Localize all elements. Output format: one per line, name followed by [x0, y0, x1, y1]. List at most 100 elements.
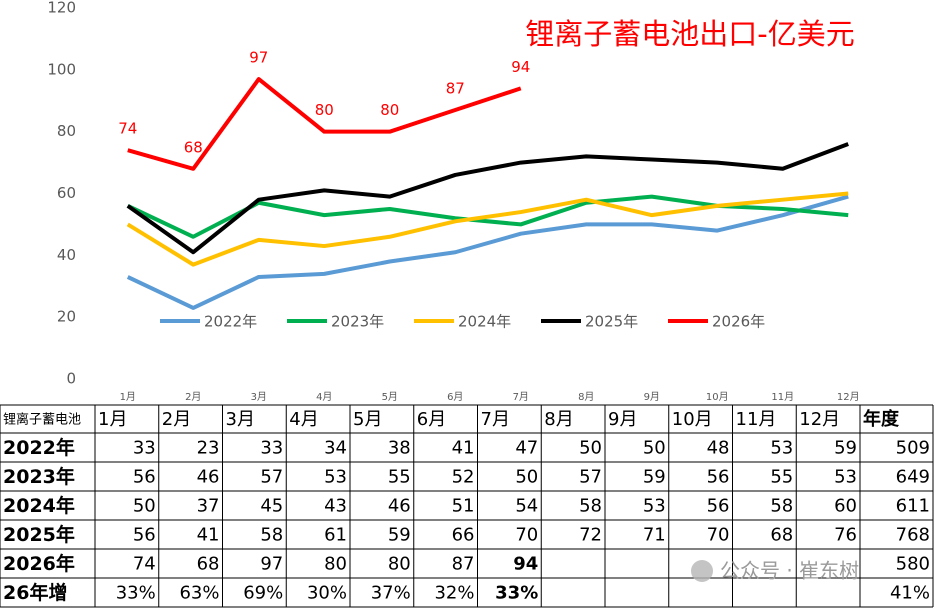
table-header: 3月	[226, 409, 255, 430]
y-tick-label: 0	[66, 370, 76, 388]
table-cell: 97	[260, 554, 283, 575]
table-header: 1月	[98, 409, 127, 430]
table-cell: 51	[452, 496, 475, 517]
table-cell: 37	[197, 496, 220, 517]
table-cell: 46	[197, 467, 220, 488]
table-cell: 38	[388, 438, 411, 459]
x-tick-label: 7月	[513, 391, 529, 403]
x-tick-label: 2月	[185, 391, 201, 403]
table-cell: 53	[834, 467, 857, 488]
x-tick-label: 3月	[251, 391, 267, 403]
table-cell: 70	[515, 525, 538, 546]
table-cell: 63%	[179, 583, 219, 604]
legend-label: 2022年	[204, 313, 257, 331]
table-cell: 41	[452, 438, 475, 459]
table-cell: 33%	[116, 583, 156, 604]
table-cell: 52	[452, 467, 475, 488]
table-cell: 80	[324, 554, 347, 575]
x-tick-label: 6月	[447, 391, 463, 403]
row-label: 2026年	[3, 552, 75, 575]
table-header: 10月	[672, 409, 713, 430]
row-label: 26年增	[3, 581, 67, 604]
table-header: 7月	[481, 409, 510, 430]
table-cell: 41%	[890, 583, 930, 604]
table-cell: 58	[579, 496, 602, 517]
table-cell: 43	[324, 496, 347, 517]
table-header: 9月	[608, 409, 637, 430]
table-cell: 76	[834, 525, 857, 546]
table-cell: 56	[707, 496, 730, 517]
y-tick-label: 20	[57, 308, 76, 326]
table-cell: 649	[896, 467, 930, 488]
table-cell: 23	[197, 438, 220, 459]
x-tick-label: 1月	[120, 391, 136, 403]
table-cell: 33	[133, 438, 156, 459]
x-tick-label: 9月	[644, 391, 660, 403]
table-cell: 56	[133, 525, 156, 546]
x-tick-label: 10月	[706, 391, 729, 403]
table-cell: 59	[643, 467, 666, 488]
line-series	[126, 142, 849, 255]
table-cell: 54	[515, 496, 538, 517]
data-label: 94	[511, 58, 530, 76]
row-label: 2024年	[3, 494, 75, 517]
table-cell: 68	[770, 525, 793, 546]
table-cell: 611	[896, 496, 930, 517]
table-header: 4月	[289, 409, 318, 430]
legend-label: 2023年	[331, 313, 384, 331]
table-cell: 58	[770, 496, 793, 517]
table-cell: 30%	[307, 583, 347, 604]
table-cell: 61	[324, 525, 347, 546]
table-cell: 74	[133, 554, 156, 575]
table-cell: 37%	[371, 583, 411, 604]
data-label: 68	[184, 138, 203, 156]
line-series	[127, 77, 522, 171]
table-header: 8月	[544, 409, 573, 430]
table-cell: 55	[388, 467, 411, 488]
table-cell: 34	[324, 438, 347, 459]
table-cell: 768	[896, 525, 930, 546]
data-label: 80	[380, 101, 399, 119]
table-header: 11月	[736, 409, 777, 430]
table-cell: 53	[770, 438, 793, 459]
legend-label: 2025年	[585, 313, 638, 331]
x-tick-label: 11月	[771, 391, 794, 403]
line-series	[126, 194, 849, 310]
table-cell: 50	[133, 496, 156, 517]
table-cell: 69%	[243, 583, 283, 604]
table-cell: 56	[133, 467, 156, 488]
table-cell: 68	[197, 554, 220, 575]
x-tick-label: 8月	[578, 391, 594, 403]
table-cell: 50	[579, 438, 602, 459]
table-cell: 60	[834, 496, 857, 517]
data-label: 97	[249, 49, 268, 67]
table-cell: 45	[260, 496, 283, 517]
y-tick-label: 40	[57, 246, 76, 264]
table-cell: 66	[452, 525, 475, 546]
x-tick-label: 5月	[382, 391, 398, 403]
table-cell: 94	[513, 554, 538, 575]
row-label: 2022年	[3, 436, 75, 459]
table-cell: 32%	[434, 583, 474, 604]
legend-label: 2024年	[458, 313, 511, 331]
y-tick-label: 100	[47, 60, 76, 78]
y-tick-label: 60	[57, 184, 76, 202]
table-cell: 50	[515, 467, 538, 488]
table-cell: 48	[707, 438, 730, 459]
table-cell: 53	[643, 496, 666, 517]
table-cell: 80	[388, 554, 411, 575]
table-cell: 71	[643, 525, 666, 546]
table-cell: 59	[388, 525, 411, 546]
line-series	[126, 191, 849, 267]
data-label: 87	[446, 80, 465, 98]
watermark: 公众号 · 崔东树	[720, 559, 859, 583]
x-tick-label: 12月	[837, 391, 860, 403]
table-cell: 53	[324, 467, 347, 488]
table-cell: 46	[388, 496, 411, 517]
table-cell: 580	[896, 554, 930, 575]
table-header: 锂离子蓄电池	[3, 412, 81, 428]
table-cell: 70	[707, 525, 730, 546]
table-cell: 59	[834, 438, 857, 459]
table-header: 12月	[799, 409, 840, 430]
